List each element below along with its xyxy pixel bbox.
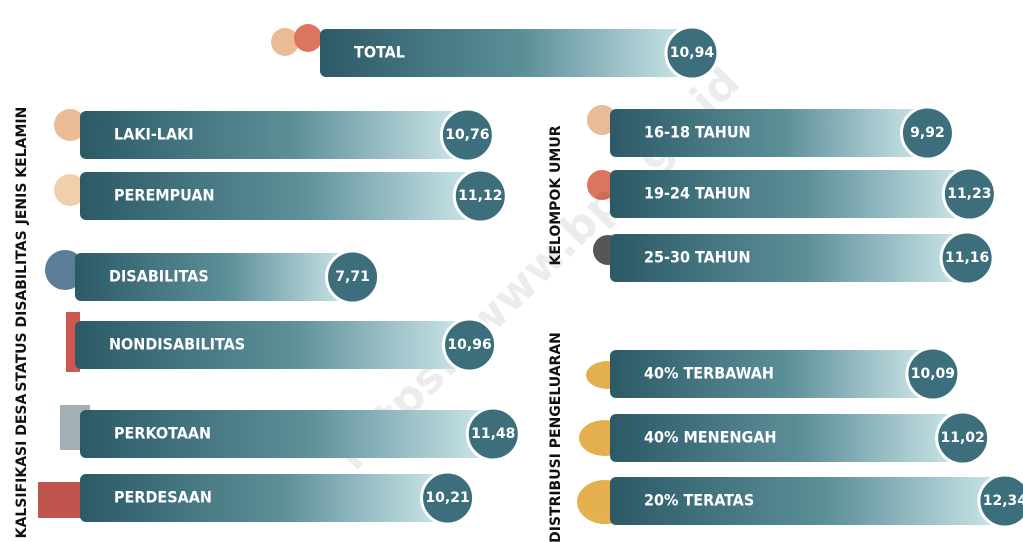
value-label: 9,92	[910, 125, 945, 141]
category-label: 16-18 TAHUN	[644, 123, 751, 142]
group-label: KALSIFIKASI DESA	[14, 394, 30, 539]
category-label: PEREMPUAN	[114, 186, 215, 205]
value-label: 7,71	[335, 269, 370, 285]
category-label: 20% TERATAS	[644, 491, 754, 510]
group-label: STATUS DISABILITAS	[14, 230, 30, 391]
category-label: 40% MENENGAH	[644, 428, 777, 447]
value-label: 10,76	[445, 127, 489, 143]
value-label: 11,02	[940, 430, 984, 446]
value-label: 11,48	[471, 426, 515, 442]
value-label: 11,12	[458, 188, 502, 204]
category-label: 25-30 TAHUN	[644, 248, 751, 267]
group-label: JENIS KELAMIN	[14, 107, 30, 226]
value-label: 10,09	[911, 366, 955, 382]
category-label: 19-24 TAHUN	[644, 184, 751, 203]
value-label: 11,16	[945, 250, 989, 266]
category-label: NONDISABILITAS	[109, 335, 245, 354]
category-label: DISABILITAS	[109, 267, 209, 286]
value-label: 10,96	[447, 337, 491, 353]
category-label: PERKOTAAN	[114, 424, 211, 443]
value-label: 11,23	[947, 186, 991, 202]
category-label: 40% TERBAWAH	[644, 364, 774, 383]
category-label: LAKI-LAKI	[114, 125, 194, 144]
value-label: 12,34	[983, 493, 1023, 509]
infographic: https://www.bps.go.id TOTAL10,94JENIS KE…	[0, 0, 1023, 542]
group-label: KELOMPOK UMUR	[548, 125, 564, 265]
group-label: DISTRIBUSI PENGELUARAN	[548, 332, 564, 542]
value-label: 10,94	[670, 45, 715, 61]
category-label: PERDESAAN	[114, 488, 212, 507]
value-label: 10,21	[425, 490, 469, 506]
category-label: TOTAL	[354, 43, 405, 62]
